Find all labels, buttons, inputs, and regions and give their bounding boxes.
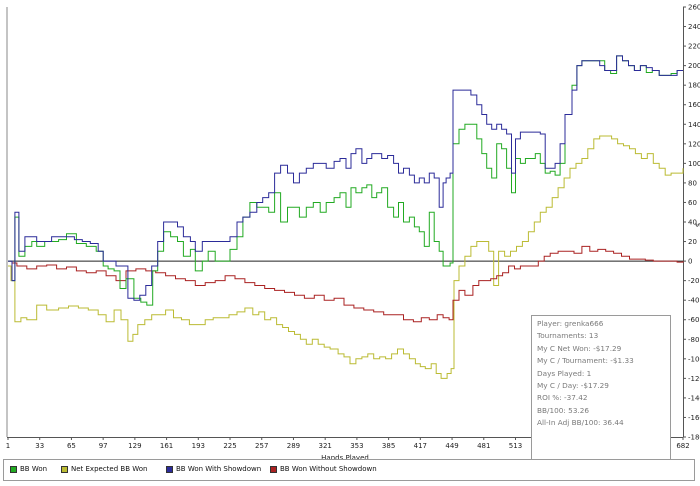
x-tick-label: 193: [192, 442, 205, 450]
y-tick-label: 40: [688, 219, 697, 227]
x-tick-label: 417: [414, 442, 427, 450]
y-axis-ticks: 260240220200180160140120100806040200-20-…: [683, 4, 700, 442]
y-tick-label: -40: [688, 297, 699, 305]
legend-swatch-icon: [166, 465, 173, 473]
y-tick-label: -80: [688, 336, 699, 344]
x-tick-label: 385: [382, 442, 395, 450]
stat-bb100: BB/100: 53.26: [537, 405, 590, 415]
x-tick-label: 33: [35, 442, 44, 450]
stat-roi: ROI %: -37.42: [537, 393, 588, 403]
x-tick-label: 289: [287, 442, 300, 450]
x-tick-label: 353: [350, 442, 363, 450]
stats-panel: Player: grenka666 Tournaments: 13 My C N…: [531, 315, 671, 462]
series-line-bb-won-with-showdown: [8, 55, 683, 301]
x-tick-label: 129: [128, 442, 141, 450]
y-tick-label: 260: [688, 4, 700, 12]
x-tick-label: 1: [6, 442, 10, 450]
y-tick-label: 0: [688, 258, 692, 266]
y-tick-label: -140: [688, 394, 700, 402]
legend-swatch-icon: [61, 465, 68, 473]
series-line-net-expected-bb-won: [8, 135, 684, 379]
x-tick-label: 682: [676, 442, 689, 450]
y-tick-label: -60: [688, 316, 699, 324]
y-tick-label: -100: [688, 355, 700, 363]
y-tick-label: -120: [688, 375, 700, 383]
x-tick-label: 481: [477, 442, 490, 450]
y-tick-label: 240: [688, 23, 700, 31]
y-tick-label: -20: [688, 277, 699, 285]
y-tick-label: 140: [688, 121, 700, 129]
x-tick-label: 97: [99, 442, 108, 450]
stat-per-tournament: My C / Tournament: -$1.33: [537, 356, 634, 366]
y-tick-label: -180: [688, 434, 700, 442]
legend-item-with-showdown[interactable]: BB Won With Showdown: [166, 465, 261, 473]
x-tick-label: 225: [223, 442, 236, 450]
x-tick-label: 449: [445, 442, 458, 450]
y-tick-label: -160: [688, 414, 700, 422]
legend-label: Net Expected BB Won: [71, 465, 148, 473]
series-line-bb-won-without-showdown: [8, 245, 684, 323]
stat-days-played: Days Played: 1: [537, 368, 592, 378]
y-tick-label: 220: [688, 43, 700, 51]
x-tick-label: 513: [509, 442, 522, 450]
legend-swatch-icon: [270, 465, 277, 473]
x-axis-title: Hands Played: [321, 454, 369, 462]
legend-swatch-icon: [10, 465, 17, 473]
legend-item-net-expected[interactable]: Net Expected BB Won: [61, 465, 147, 473]
series-lines: [8, 55, 684, 379]
stat-net-won: My C Net Won: -$17.29: [537, 343, 622, 353]
x-tick-label: 65: [67, 442, 76, 450]
legend-item-bb-won[interactable]: BB Won: [10, 465, 47, 473]
y-tick-label: 60: [688, 199, 697, 207]
legend-label: BB Won: [20, 465, 48, 473]
y-tick-label: 80: [688, 179, 697, 187]
y-tick-label: 200: [688, 62, 700, 70]
y-tick-label: 20: [688, 238, 697, 246]
y-axis-title: $: [694, 223, 700, 227]
y-tick-label: 180: [688, 82, 700, 90]
series-line-bb-won: [8, 55, 683, 306]
stat-tournaments: Tournaments: 13: [537, 331, 599, 341]
legend-label: BB Won With Showdown: [176, 465, 262, 473]
legend-item-without-showdown[interactable]: BB Won Without Showdown: [270, 465, 377, 473]
stat-per-day: My C / Day: -$17.29: [537, 381, 609, 391]
x-tick-label: 257: [255, 442, 268, 450]
y-tick-label: 120: [688, 140, 700, 148]
legend-label: BB Won Without Showdown: [280, 465, 377, 473]
x-tick-label: 321: [318, 442, 331, 450]
x-tick-label: 161: [160, 442, 173, 450]
stat-allin-bb100: All-In Adj BB/100: 36.44: [537, 418, 624, 428]
y-tick-label: 100: [688, 160, 700, 168]
stat-player: Player: grenka666: [537, 319, 604, 328]
legend: BB Won Net Expected BB Won BB Won With S…: [3, 459, 695, 481]
y-tick-label: 160: [688, 101, 700, 109]
